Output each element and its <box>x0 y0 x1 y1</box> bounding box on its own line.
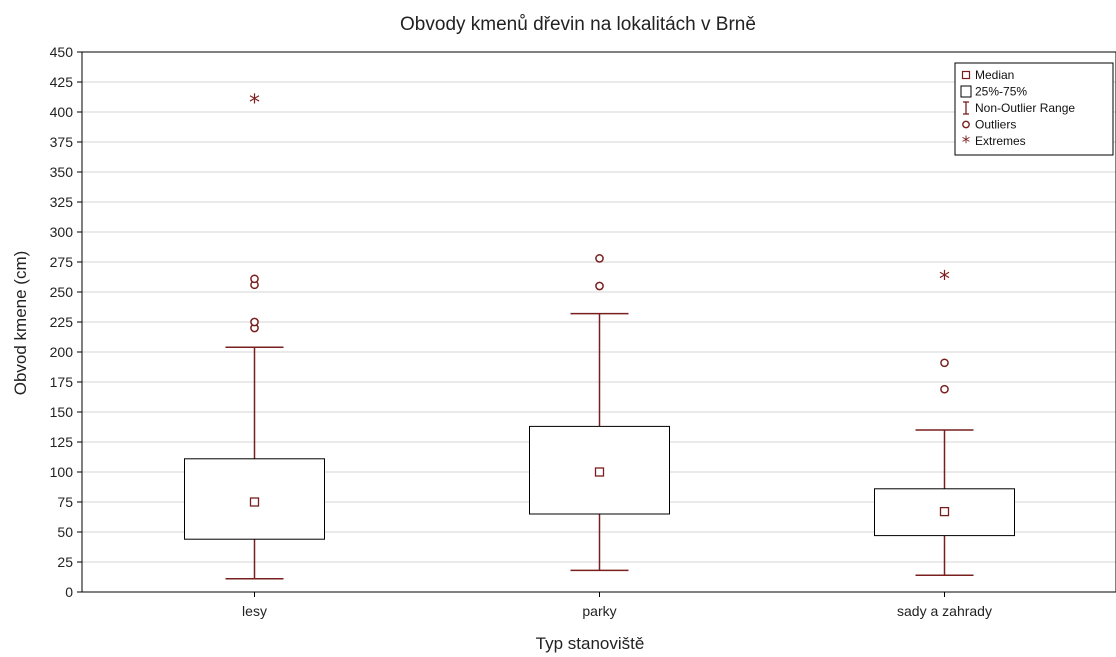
outlier-point <box>250 274 259 284</box>
y-tick-label: 100 <box>50 464 74 480</box>
legend-box-symbol <box>960 85 972 98</box>
x-tick-label: parky <box>582 603 616 619</box>
outlier-point <box>940 384 949 394</box>
legend-label: Outliers <box>975 118 1016 132</box>
y-tick-label: 250 <box>50 284 74 300</box>
x-tick-label: sady a zahrady <box>897 603 992 619</box>
outlier-point <box>595 254 604 263</box>
y-tick-label: 200 <box>50 344 74 360</box>
median-marker <box>249 497 260 507</box>
y-axis-label: Obvod kmene (cm) <box>11 251 30 396</box>
y-tick-label: 450 <box>50 44 74 60</box>
legend-extreme-symbol: * <box>962 133 971 153</box>
boxes-group: ** <box>184 91 1015 580</box>
extreme-point: * <box>249 91 260 116</box>
chart-title: Obvody kmenů dřevin na lokalitách v Brně <box>400 14 756 35</box>
x-tick-label: lesy <box>242 603 267 619</box>
legend-label: Median <box>975 68 1014 82</box>
legend-outlier-symbol <box>962 120 970 129</box>
box-parky <box>529 254 670 572</box>
legend-label: 25%-75% <box>975 85 1027 99</box>
plot-frame <box>81 51 1116 593</box>
legend-label: Non-Outlier Range <box>975 101 1075 115</box>
y-tick-label: 400 <box>50 104 74 120</box>
median-marker <box>594 467 605 477</box>
y-tick-label: 150 <box>50 404 74 420</box>
y-tick-label: 25 <box>57 554 73 570</box>
y-tick-label: 125 <box>50 434 74 450</box>
outlier-point <box>940 358 949 368</box>
y-tick-label: 275 <box>50 254 74 270</box>
extreme-point: * <box>939 268 950 293</box>
y-axis: 0 25 50 75 100 125 150 175 200 225 250 275 300 325 350… <box>50 44 82 600</box>
y-tick-label: 325 <box>50 194 74 210</box>
y-tick-label: 175 <box>50 374 74 390</box>
median-marker <box>939 506 950 517</box>
y-tick-label: 375 <box>50 134 74 150</box>
legend: Median 25%-75% Non-Outlier Range Outliers * E… <box>954 62 1114 156</box>
legend-median-symbol <box>961 70 971 80</box>
y-tick-label: 0 <box>65 584 73 600</box>
y-tick-label: 300 <box>50 224 74 240</box>
y-tick-label: 350 <box>50 164 74 180</box>
x-axis: lesy parky sady a zahrady <box>242 592 992 619</box>
y-tick-label: 50 <box>57 524 73 540</box>
outlier-point <box>595 281 604 291</box>
outlier-point <box>250 317 259 327</box>
x-axis-label: Typ stanoviště <box>536 634 645 653</box>
box-lesy: * <box>184 91 325 580</box>
y-tick-label: 75 <box>57 494 73 510</box>
legend-label: Extremes <box>975 134 1026 148</box>
y-tick-label: 225 <box>50 314 74 330</box>
legend-frame <box>954 62 1114 156</box>
y-tick-label: 425 <box>50 74 74 90</box>
box-sady-a-zahrady: * <box>874 268 1015 576</box>
